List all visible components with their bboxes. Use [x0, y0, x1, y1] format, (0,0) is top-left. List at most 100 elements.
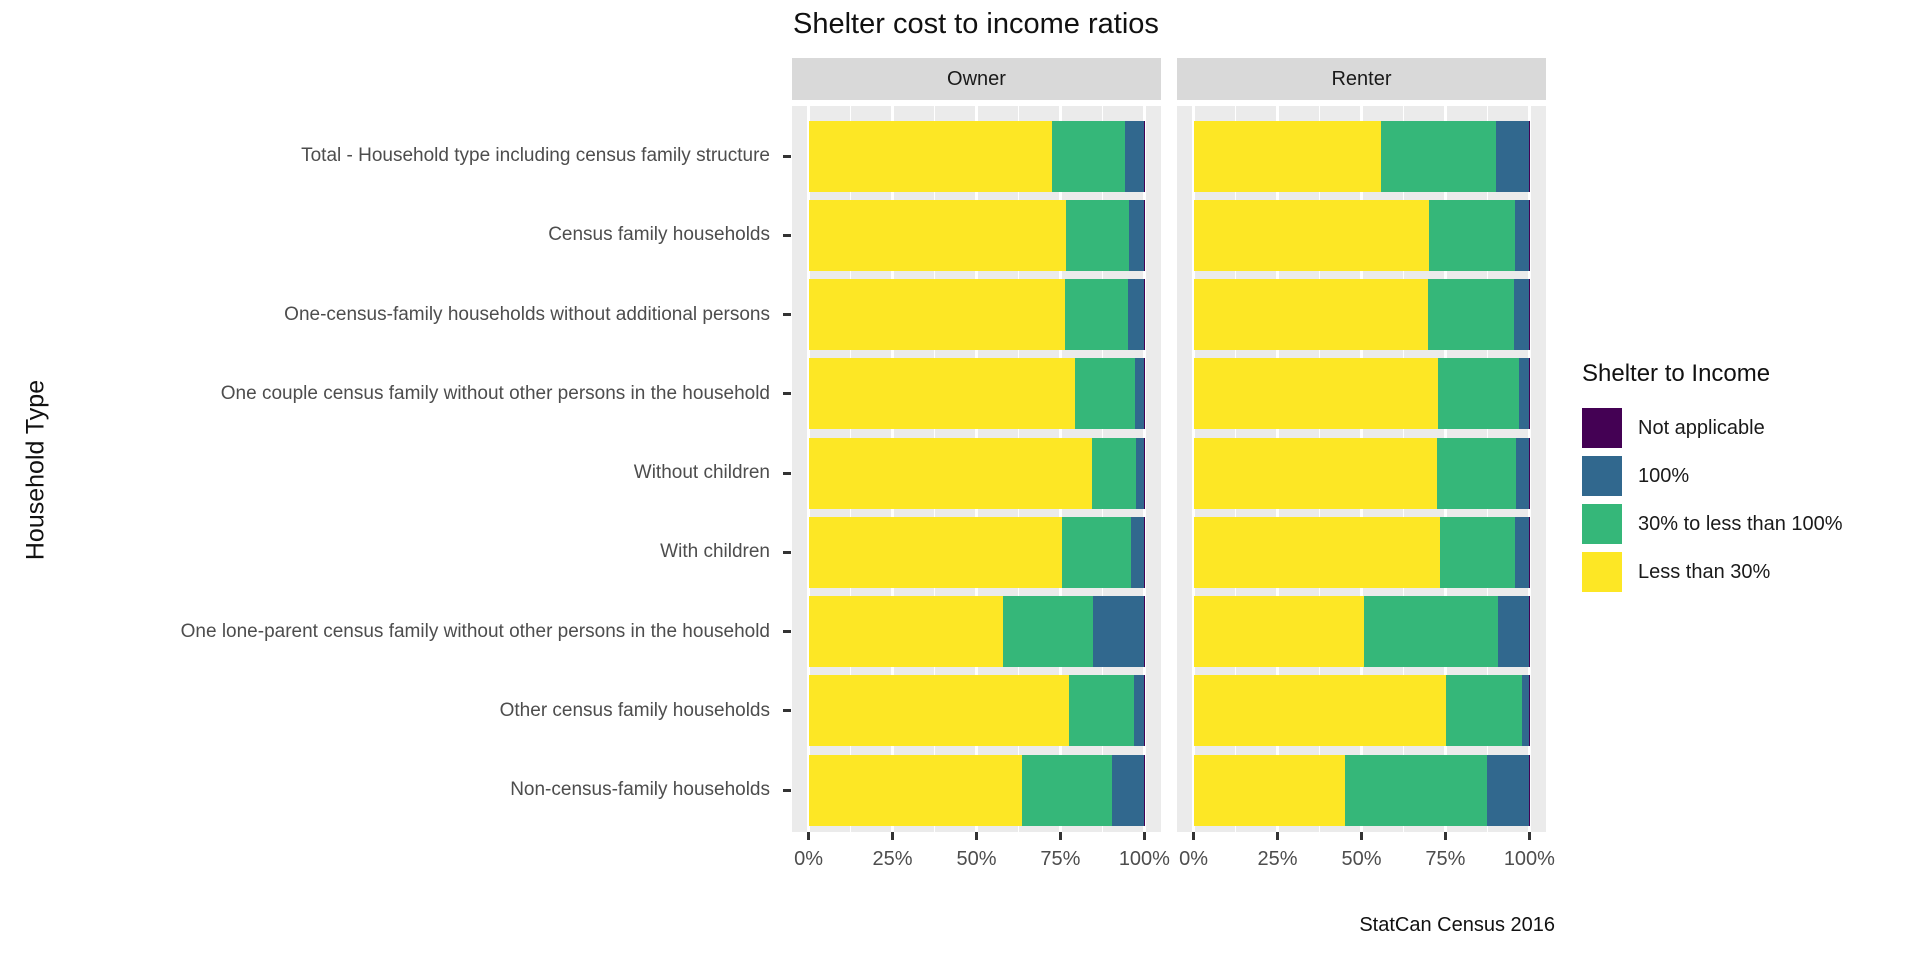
bar-segment-lt30 [808, 596, 1004, 667]
bar-segment-p100 [1129, 199, 1144, 271]
x-tick-label: 50% [956, 848, 997, 870]
bar-segment-p100 [1124, 120, 1144, 192]
bar-segment-b30to100 [1051, 120, 1125, 192]
legend-entry: 30% to less than 100% [1582, 504, 1843, 544]
y-tick [783, 154, 791, 158]
bar-segment-na [1528, 199, 1530, 271]
bar-segment-p100 [1514, 199, 1529, 271]
bar-segment-p100 [1134, 675, 1144, 747]
bar-owner [808, 120, 1145, 192]
bar-segment-lt30 [808, 279, 1066, 350]
gridline-major [1143, 106, 1146, 832]
y-axis-label: One-census-family households without add… [284, 303, 770, 325]
legend-key-lt30 [1582, 552, 1622, 592]
y-tick [783, 392, 791, 396]
bar-segment-lt30 [1193, 437, 1438, 509]
bar-segment-lt30 [808, 437, 1092, 509]
bar-owner [808, 675, 1145, 747]
legend-label: Less than 30% [1638, 560, 1771, 583]
bar-segment-p100 [1128, 279, 1144, 350]
bar-segment-lt30 [1193, 754, 1346, 826]
x-tick [1142, 832, 1146, 840]
x-tick [807, 832, 811, 840]
legend-key-p100 [1582, 456, 1622, 496]
y-axis-label: Other census family households [499, 699, 770, 721]
x-tick [1527, 832, 1531, 840]
bar-owner [808, 596, 1145, 667]
legend-key-b30to100 [1582, 504, 1622, 544]
bar-segment-na [1143, 279, 1145, 350]
bar-segment-p100 [1130, 516, 1144, 588]
bar-segment-na [1528, 120, 1530, 192]
bar-renter [1193, 358, 1530, 430]
bar-segment-na [1528, 358, 1530, 430]
x-tick [975, 832, 978, 840]
legend-label: 30% to less than 100% [1638, 512, 1843, 535]
bar-renter [1193, 675, 1530, 747]
bar-segment-lt30 [1193, 279, 1428, 350]
bar-renter [1193, 437, 1530, 509]
facet-strip-owner: Owner [792, 58, 1161, 100]
legend-entry: Not applicable [1582, 408, 1843, 448]
y-tick [783, 313, 791, 316]
y-axis-label: Total - Household type including census … [301, 145, 770, 166]
y-axis-label: One lone-parent census family without ot… [180, 620, 770, 642]
bar-segment-na [1528, 675, 1530, 747]
legend-key-na [1582, 408, 1622, 448]
chart-title: Shelter cost to income ratios [793, 8, 1159, 40]
plot-panel-renter [1177, 106, 1546, 832]
x-tick-label: 50% [1341, 848, 1382, 870]
bar-segment-b30to100 [1364, 596, 1499, 667]
bar-owner [808, 516, 1145, 588]
x-tick-label: 0% [1179, 848, 1209, 870]
y-tick [783, 709, 791, 713]
x-tick [1443, 832, 1447, 840]
bar-segment-na [1528, 279, 1530, 350]
bar-segment-p100 [1136, 437, 1144, 509]
bar-segment-lt30 [808, 516, 1062, 588]
x-tick [1058, 832, 1062, 840]
bar-owner [808, 358, 1145, 430]
x-tick [1192, 832, 1196, 840]
bar-owner [808, 437, 1145, 509]
facet-strip-renter-label: Renter [1331, 67, 1392, 90]
y-tick [783, 630, 791, 633]
facet-strip-renter: Renter [1177, 58, 1546, 100]
legend-entry: 100% [1582, 456, 1843, 496]
bar-segment-lt30 [1193, 358, 1438, 430]
bar-segment-b30to100 [1065, 279, 1129, 350]
bar-renter [1193, 279, 1530, 350]
bar-segment-b30to100 [1427, 279, 1514, 350]
bar-segment-b30to100 [1345, 754, 1488, 826]
bar-segment-lt30 [808, 754, 1023, 826]
bar-segment-b30to100 [1429, 199, 1515, 271]
legend-entry: Less than 30% [1582, 552, 1843, 592]
y-tick [783, 233, 791, 237]
bar-segment-p100 [1093, 596, 1144, 667]
bar-segment-b30to100 [1068, 675, 1135, 747]
bar-segment-p100 [1522, 675, 1529, 747]
x-tick-label: 25% [872, 848, 913, 870]
bar-segment-b30to100 [1074, 358, 1136, 430]
bar-segment-p100 [1518, 358, 1529, 430]
bar-segment-na [1143, 596, 1145, 667]
legend: Shelter to Income Not applicable 100% 30% … [1582, 360, 1843, 600]
y-tick [783, 550, 791, 554]
bar-renter [1193, 199, 1530, 271]
bar-segment-b30to100 [1446, 675, 1523, 747]
bar-segment-lt30 [1193, 516, 1441, 588]
bar-segment-b30to100 [1440, 516, 1515, 588]
bar-owner [808, 279, 1145, 350]
bar-segment-lt30 [808, 358, 1075, 430]
bar-segment-lt30 [1193, 675, 1447, 747]
bar-segment-na [1528, 754, 1530, 826]
bar-segment-b30to100 [1380, 120, 1496, 192]
bar-segment-na [1528, 437, 1530, 509]
bar-segment-na [1528, 596, 1530, 667]
bar-segment-p100 [1515, 437, 1529, 509]
bar-segment-lt30 [1193, 199, 1430, 271]
bar-segment-na [1143, 754, 1145, 826]
y-tick [783, 788, 791, 792]
bar-segment-na [1143, 120, 1145, 192]
